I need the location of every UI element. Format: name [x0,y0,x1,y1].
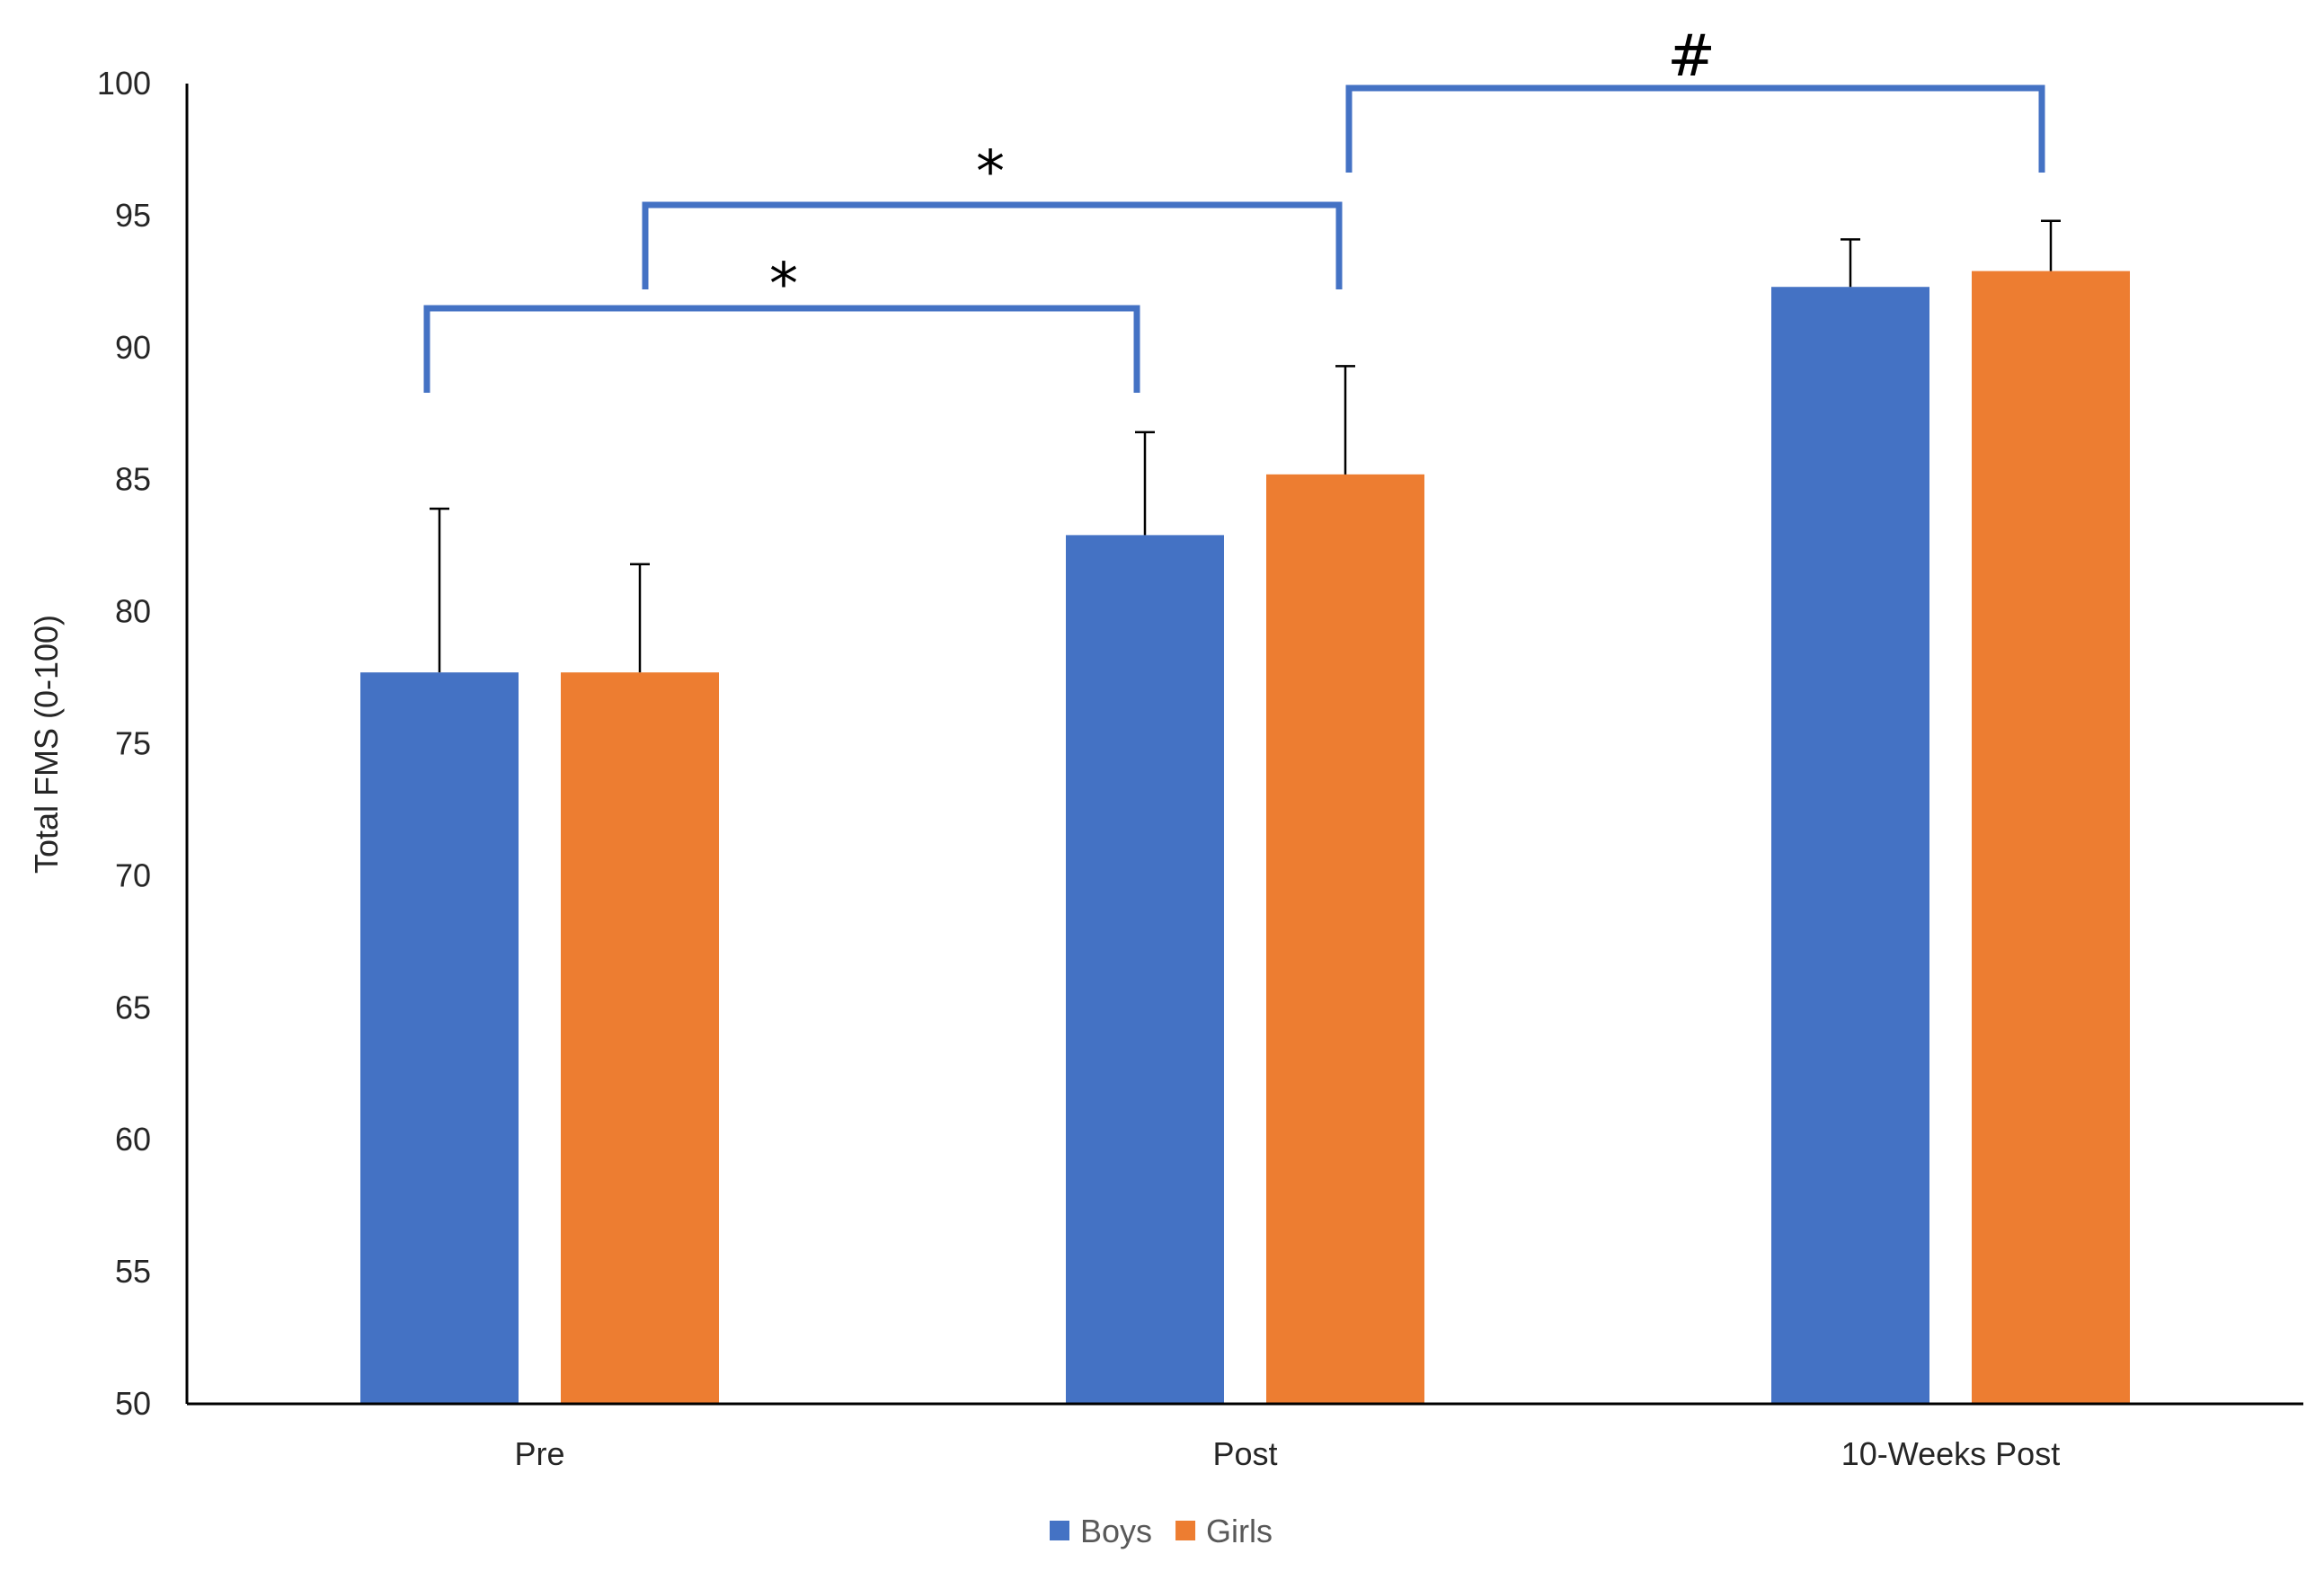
y-tick-label: 90 [115,329,151,366]
y-tick-label: 85 [115,461,151,498]
bars [360,271,2130,1404]
y-tick-label: 80 [115,593,151,630]
y-tick-label: 65 [115,989,151,1025]
significance-bracket [423,305,1140,393]
significance-marker: * [976,139,1005,206]
significance-marker: # [1667,23,1716,90]
significance-bracket [642,201,1343,289]
significance-marker: * [769,252,798,318]
significance-bracket [1345,84,2045,173]
x-tick-label: Post [1212,1435,1277,1472]
bar-boys [1771,287,1929,1404]
x-tick-label: Pre [514,1435,564,1472]
y-axis-ticks: 50 55 60 65 70 75 80 85 90 95 100 [97,65,151,1422]
error-bars [430,219,2061,673]
legend-label-boys: Boys [1080,1513,1152,1549]
y-tick-label: 100 [97,65,151,102]
bar-boys [1066,535,1224,1404]
y-tick-label: 70 [115,857,151,893]
bar-girls [1972,271,2130,1404]
y-tick-label: 75 [115,725,151,762]
legend: Boys Girls [1050,1513,1273,1549]
bar-girls [1266,474,1424,1404]
legend-swatch-boys [1050,1521,1069,1540]
y-axis-title: Total FMS (0-100) [28,615,65,874]
bar-boys [360,672,519,1404]
y-tick-label: 95 [115,197,151,234]
legend-swatch-girls [1175,1521,1196,1540]
y-tick-label: 55 [115,1253,151,1290]
y-tick-label: 60 [115,1121,151,1158]
significance-brackets: * * # [423,23,2045,393]
y-tick-label: 50 [115,1385,151,1422]
x-axis-labels: Pre Post 10-Weeks Post [514,1435,2060,1472]
x-tick-label: 10-Weeks Post [1841,1435,2060,1472]
legend-label-girls: Girls [1206,1513,1273,1549]
bar-girls [561,672,719,1404]
